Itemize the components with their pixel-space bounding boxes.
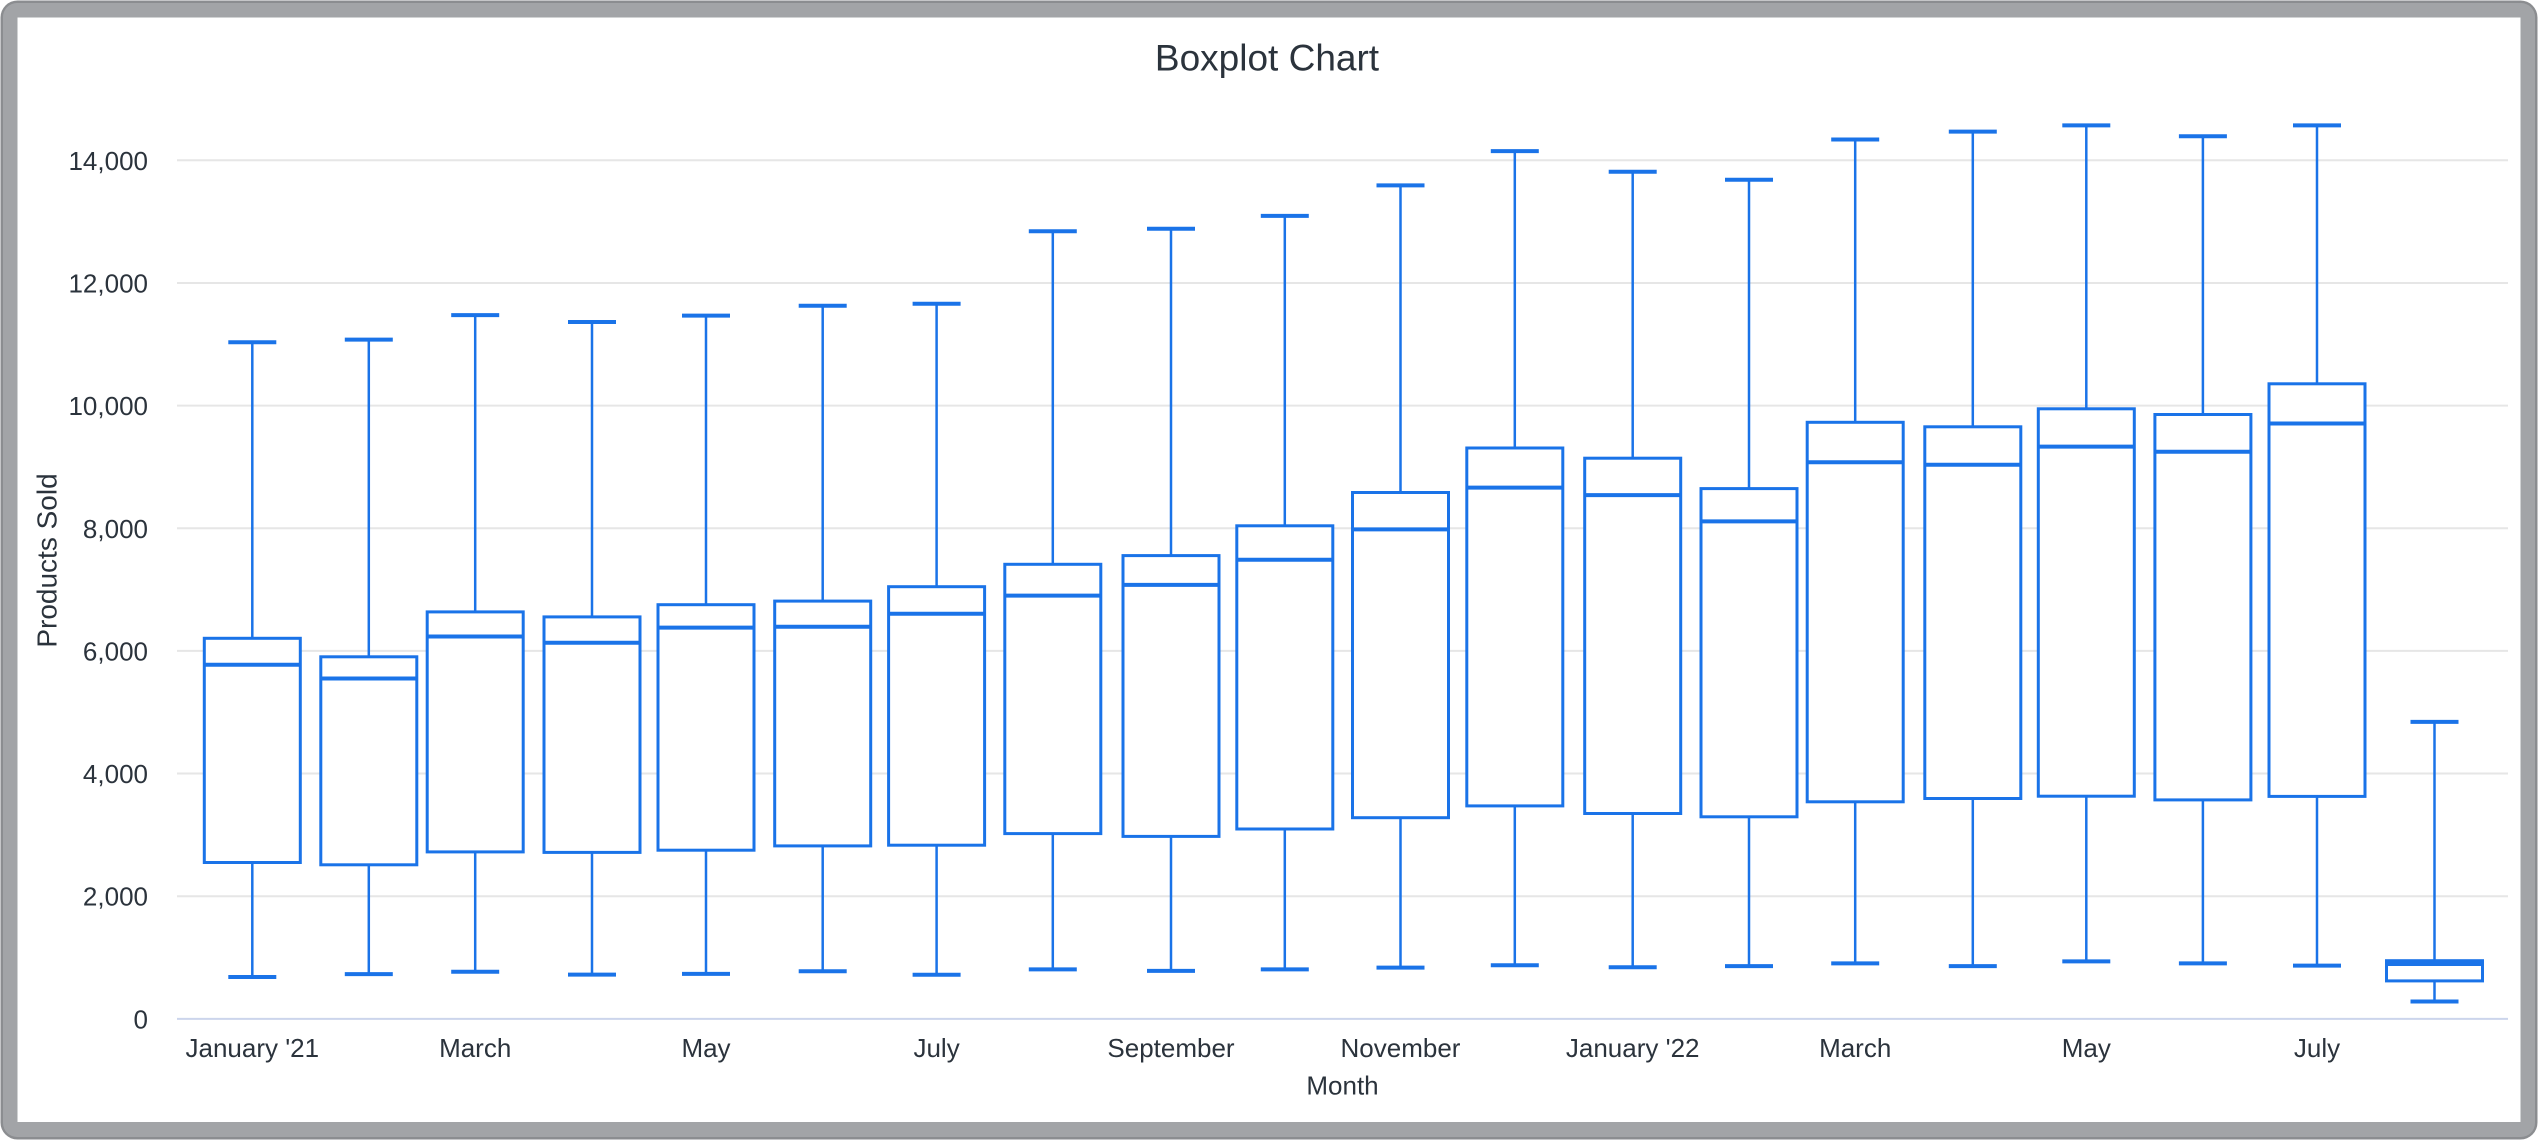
svg-text:8,000: 8,000: [83, 514, 148, 544]
svg-text:12,000: 12,000: [68, 269, 148, 299]
svg-text:May: May: [2062, 1033, 2111, 1063]
svg-text:10,000: 10,000: [68, 391, 148, 421]
svg-text:September: September: [1107, 1033, 1235, 1063]
svg-text:6,000: 6,000: [83, 636, 148, 666]
svg-text:Boxplot Chart: Boxplot Chart: [1155, 38, 1380, 79]
svg-text:November: November: [1341, 1033, 1461, 1063]
svg-text:Month: Month: [1306, 1070, 1378, 1100]
svg-text:May: May: [681, 1033, 730, 1063]
svg-text:2,000: 2,000: [83, 882, 148, 912]
svg-text:July: July: [913, 1033, 959, 1063]
svg-text:14,000: 14,000: [68, 146, 148, 176]
svg-text:4,000: 4,000: [83, 759, 148, 789]
svg-text:March: March: [1819, 1033, 1891, 1063]
svg-text:January '21: January '21: [185, 1033, 319, 1063]
svg-text:March: March: [439, 1033, 511, 1063]
svg-text:0: 0: [134, 1004, 148, 1034]
svg-text:Products Sold: Products Sold: [32, 473, 63, 647]
svg-text:July: July: [2294, 1033, 2340, 1063]
svg-text:January '22: January '22: [1566, 1033, 1700, 1063]
